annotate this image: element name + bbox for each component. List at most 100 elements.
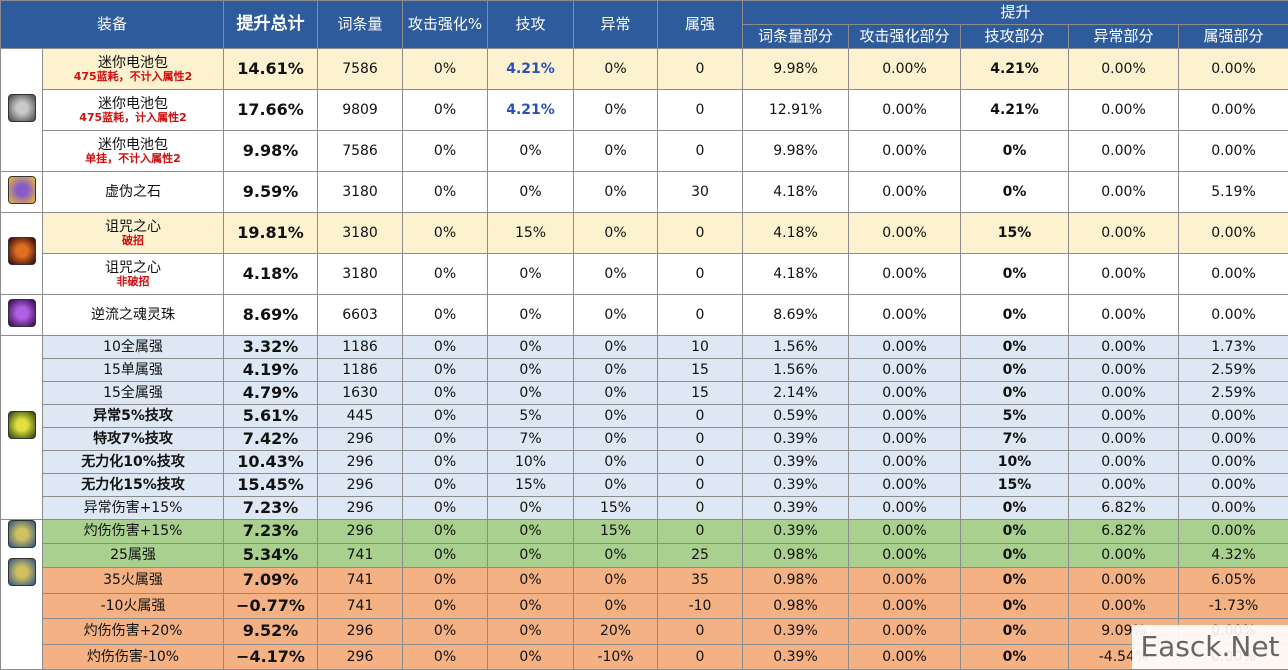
value-cell: 0% <box>574 405 658 428</box>
value-cell: 0 <box>658 451 743 474</box>
value-cell: -10% <box>574 644 658 670</box>
name-cell: 特攻7%技攻 <box>43 428 224 451</box>
header-cell: 异常 <box>574 1 658 49</box>
value-cell: 10% <box>961 451 1069 474</box>
value-cell: 0.00% <box>1069 90 1179 131</box>
item-name: 诅咒之心 <box>105 260 161 276</box>
value-cell: 0.39% <box>743 497 849 520</box>
value-cell: 0 <box>658 497 743 520</box>
value-cell: 0% <box>574 474 658 497</box>
item-name: 逆流之魂灵珠 <box>91 307 175 323</box>
value-cell: 0 <box>658 405 743 428</box>
value-cell: 296 <box>318 619 403 645</box>
name-cell: 诅咒之心非破招 <box>43 254 224 295</box>
value-cell: 35 <box>658 568 743 594</box>
value-cell: 0.00% <box>849 382 961 405</box>
value-cell: 0% <box>961 295 1069 336</box>
value-cell: 0% <box>574 295 658 336</box>
item-name: 特攻7%技攻 <box>93 431 173 447</box>
value-cell: 0% <box>961 497 1069 520</box>
value-cell: 0.00% <box>1069 451 1179 474</box>
item-note: 非破招 <box>43 276 223 289</box>
value-cell: 0% <box>403 131 488 172</box>
header-cell: 技攻 <box>488 1 574 49</box>
value-cell: 3180 <box>318 172 403 213</box>
item-icon <box>8 411 36 439</box>
value-cell: 0.00% <box>1069 382 1179 405</box>
item-name: 异常伤害+15% <box>84 500 183 516</box>
value-cell: 0% <box>403 619 488 645</box>
item-name: 虚伪之石 <box>105 184 161 200</box>
value-cell: 5.19% <box>1179 172 1288 213</box>
value-cell: 0% <box>403 213 488 254</box>
name-cell: 15单属强 <box>43 359 224 382</box>
value-cell: 0.00% <box>849 405 961 428</box>
value-cell: 15.45% <box>224 474 318 497</box>
value-cell: 0% <box>488 172 574 213</box>
value-cell: 0% <box>574 593 658 619</box>
icon-cell <box>1 172 43 213</box>
name-cell: 无力化15%技攻 <box>43 474 224 497</box>
value-cell: 15% <box>488 213 574 254</box>
value-cell: 296 <box>318 474 403 497</box>
value-cell: 2.14% <box>743 382 849 405</box>
value-cell: 0% <box>488 131 574 172</box>
name-cell: 灼伤伤害+20% <box>43 619 224 645</box>
value-cell: 0% <box>403 451 488 474</box>
value-cell: 0% <box>574 213 658 254</box>
value-cell: 7586 <box>318 49 403 90</box>
name-cell: 异常5%技攻 <box>43 405 224 428</box>
value-cell: 15% <box>961 474 1069 497</box>
value-cell: 0% <box>488 295 574 336</box>
value-cell: 7.23% <box>224 497 318 520</box>
value-cell: 0% <box>403 474 488 497</box>
value-cell: 0.00% <box>1069 474 1179 497</box>
header-cell: 装备 <box>1 1 224 49</box>
item-name: 无力化10%技攻 <box>81 454 185 470</box>
value-cell: 296 <box>318 451 403 474</box>
name-cell: -10火属强 <box>43 593 224 619</box>
value-cell: 9.98% <box>224 131 318 172</box>
value-cell: 4.21% <box>488 90 574 131</box>
value-cell: 0 <box>658 295 743 336</box>
value-cell: 0.00% <box>1179 90 1288 131</box>
value-cell: 7.23% <box>224 520 318 544</box>
value-cell: 12.91% <box>743 90 849 131</box>
name-cell: 异常伤害+15% <box>43 497 224 520</box>
value-cell: 0% <box>574 382 658 405</box>
name-cell: 35火属强 <box>43 568 224 594</box>
value-cell: 0 <box>658 49 743 90</box>
value-cell: 10% <box>488 451 574 474</box>
item-name: 诅咒之心 <box>105 219 161 235</box>
value-cell: 4.18% <box>743 254 849 295</box>
value-cell: 0% <box>403 172 488 213</box>
value-cell: 0% <box>403 295 488 336</box>
item-name: 迷你电池包 <box>98 137 168 153</box>
icon-cell <box>1 49 43 172</box>
icon-cell <box>1 336 43 520</box>
value-cell: 15% <box>488 474 574 497</box>
value-cell: 7% <box>961 428 1069 451</box>
value-cell: 0.00% <box>849 619 961 645</box>
value-cell: 0 <box>658 520 743 544</box>
value-cell: 0.00% <box>849 49 961 90</box>
item-name: 35火属强 <box>103 572 163 588</box>
item-note: 475蓝耗，计入属性2 <box>43 112 223 125</box>
value-cell: 0% <box>574 544 658 568</box>
header-cell: 攻击强化部分 <box>849 25 961 49</box>
value-cell: 1.56% <box>743 359 849 382</box>
value-cell: 4.21% <box>961 90 1069 131</box>
value-cell: 0.00% <box>1069 254 1179 295</box>
item-note: 破招 <box>43 235 223 248</box>
value-cell: 15 <box>658 359 743 382</box>
